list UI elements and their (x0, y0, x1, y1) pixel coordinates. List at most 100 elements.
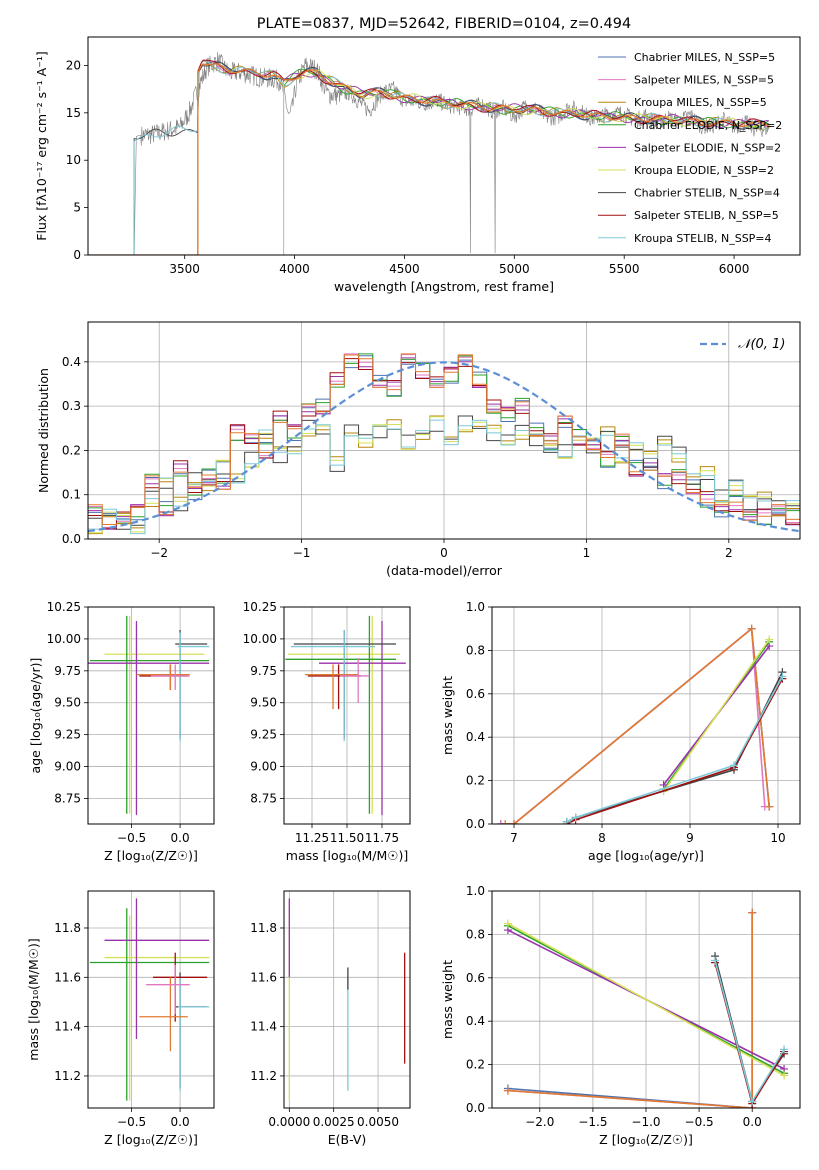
model-line-7 (88, 59, 770, 255)
axes-frame (87, 606, 215, 825)
y-tick-label: 0.0 (466, 1101, 485, 1115)
x-tick-label: 2 (725, 546, 733, 560)
x-tick-label: 11.25 (295, 831, 329, 845)
y-tick-label: 1.0 (466, 600, 485, 614)
y-tick-label: 10 (66, 153, 81, 167)
legend-label-2: Kroupa MILES, N_SSP=5 (634, 96, 767, 109)
y-tick-label: 20 (66, 58, 81, 72)
weight-line-2 (505, 627, 770, 824)
mass-vs-metallicity-panel: −0.5 0.0 11.2 11.4 11.6 11.8 Z [log₁₀(Z/Z☉)] ma… (26, 890, 215, 1147)
y-tick-label: 11.2 (250, 1069, 277, 1083)
weight-marker (501, 820, 510, 824)
y-tick-label: 11.8 (250, 921, 277, 935)
x-tick-label: 4500 (389, 262, 420, 276)
weight-line-0 (500, 627, 770, 824)
y-tick-label: 0.4 (466, 1014, 485, 1028)
histogram-9 (88, 353, 800, 525)
axes-frame (283, 606, 411, 825)
plot-area (288, 898, 406, 1101)
y-tick-label: 9.50 (250, 696, 277, 710)
y-tick-label: 11.4 (54, 1020, 81, 1034)
x-tick-label: −2.0 (525, 1115, 554, 1129)
y-tick-label: 5 (73, 201, 81, 215)
y-tick-label: 0.0 (466, 817, 485, 831)
weight-line-8 (566, 676, 784, 823)
y-tick-label: 0.6 (466, 971, 485, 985)
model-line-6 (88, 61, 769, 255)
y-tick-label: 10.25 (243, 600, 277, 614)
plot-area (88, 353, 800, 535)
legend-label-gaussian: 𝒩(0, 1) (738, 337, 785, 352)
y-tick-label: 0.1 (62, 488, 81, 502)
y-tick-label: 0.4 (62, 355, 81, 369)
legend-label-7: Salpeter STELIB, N_SSP=5 (634, 209, 779, 222)
y-axis-label: mass weight (440, 960, 455, 1039)
y-tick-label: 11.8 (54, 921, 81, 935)
x-tick-label: −1.0 (631, 1115, 660, 1129)
model-line-0 (88, 60, 770, 255)
y-tick-label: 0.8 (466, 643, 485, 657)
plot-area (89, 898, 210, 1101)
y-tick-label: 11.6 (54, 970, 81, 984)
weight-line-0 (507, 912, 753, 1108)
weight-marker (748, 1097, 757, 1106)
x-tick-label: −0.5 (117, 1115, 146, 1129)
y-tick-label: 0.8 (466, 927, 485, 941)
x-axis-label: Z [log₁₀(Z/Z☉)] (599, 1132, 693, 1147)
x-tick-label: 7 (510, 831, 518, 845)
histogram-8 (88, 419, 800, 535)
x-axis-label: wavelength [Angstrom, rest frame] (334, 279, 554, 294)
y-tick-label: 11.4 (250, 1020, 277, 1034)
massweight-vs-metallicity-panel: −2.0 −1.5 −1.0 −0.5 0.0 0.0 0.2 0.4 0.6 0.8 1.0 Z [… (440, 884, 801, 1147)
legend-label-4: Salpeter ELODIE, N_SSP=2 (634, 141, 781, 154)
legend-label-0: Chabrier MILES, N_SSP=5 (634, 51, 775, 64)
age-vs-mass-panel: 11.25 11.50 11.75 8.75 9.00 9.25 9.50 9.75 10.00… (243, 600, 411, 863)
weight-line-1 (507, 912, 753, 1108)
legend-label-8: Kroupa STELIB, N_SSP=4 (634, 232, 772, 245)
y-axis-label: Normed distribution (36, 368, 51, 493)
axes-frame (283, 890, 411, 1109)
y-tick-label: 1.0 (466, 884, 485, 898)
x-tick-label: −1 (293, 546, 311, 560)
y-axis-label: mass [log₁₀(M/M☉)] (26, 938, 41, 1060)
chart-title: PLATE=0837, MJD=52642, FIBERID=0104, z=0… (257, 16, 631, 32)
y-tick-label: 15 (66, 106, 81, 120)
weight-marker (496, 820, 505, 824)
axes-frame (87, 321, 801, 540)
x-tick-label: 1 (583, 546, 591, 560)
weight-line-5 (662, 639, 770, 792)
x-tick-label: −0.5 (117, 831, 146, 845)
plot-area (88, 51, 770, 255)
y-tick-label: 0.2 (466, 1058, 485, 1072)
weight-marker (510, 820, 518, 824)
x-axis-label: age [log₁₀(age/yr)] (588, 848, 704, 863)
y-tick-label: 0 (73, 248, 81, 262)
gaussian-curve (88, 361, 800, 533)
x-tick-label: −2 (150, 546, 168, 560)
weight-marker (765, 635, 774, 644)
weight-line-7 (714, 962, 785, 1106)
weight-marker (711, 956, 720, 965)
x-tick-label: 0.0000 (268, 1115, 310, 1129)
y-tick-label: 10.00 (47, 632, 81, 646)
y-tick-label: 10.25 (47, 600, 81, 614)
y-tick-label: 9.00 (250, 760, 277, 774)
y-tick-label: 9.50 (54, 696, 81, 710)
x-tick-label: 3500 (169, 262, 200, 276)
weight-marker (503, 1086, 512, 1095)
axes-frame (87, 890, 215, 1109)
weight-marker (747, 624, 756, 633)
y-tick-label: 0.2 (62, 443, 81, 457)
weight-marker (780, 1071, 789, 1080)
x-tick-label: 11.50 (330, 831, 364, 845)
x-tick-label: −0.5 (685, 1115, 714, 1129)
x-tick-label: 10 (770, 831, 785, 845)
y-axis-label: age [log₁₀(age/yr)] (28, 658, 43, 774)
weight-line-2 (507, 912, 753, 1108)
x-tick-label: 9 (686, 831, 694, 845)
x-axis-label: E(B-V) (328, 1132, 367, 1147)
legend-label-3: Chabrier ELODIE, N_SSP=2 (634, 119, 782, 132)
y-tick-label: 9.75 (250, 664, 277, 678)
y-tick-label: 8.75 (250, 791, 277, 805)
